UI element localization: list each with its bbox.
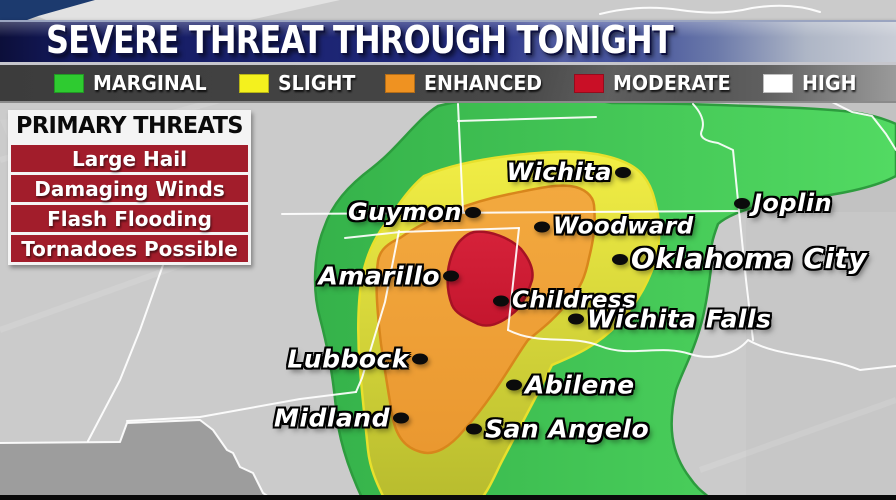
threat-bar: Damaging Winds xyxy=(11,175,248,202)
state-border-co-ks-line xyxy=(457,103,464,213)
threat-bars: Large Hail Damaging Winds Flash Flooding To… xyxy=(11,145,248,262)
legend-item-high: HIGH xyxy=(763,71,859,95)
city-label: Midland xyxy=(274,403,390,433)
city-marker: Wichita Falls xyxy=(568,307,771,332)
bottom-letterbox-bar xyxy=(0,495,896,500)
city-marker: Lubbock xyxy=(287,347,428,372)
city-marker: Childress xyxy=(493,287,637,314)
city-label: Amarillo xyxy=(318,261,440,291)
city-label: Joplin xyxy=(753,189,833,217)
city-dot-icon xyxy=(612,253,628,265)
threat-bar: Flash Flooding xyxy=(11,205,248,232)
state-border-red-river-line xyxy=(507,329,896,371)
city-dot-icon xyxy=(466,423,482,435)
legend-label: HIGH xyxy=(802,71,857,95)
city-label: Guymon xyxy=(347,198,462,226)
legend-swatch-icon xyxy=(763,73,794,93)
city-marker: Midland xyxy=(274,406,409,431)
primary-threats-title: PRIMARY THREATS xyxy=(15,113,244,139)
water-region xyxy=(0,0,95,30)
city-marker: Amarillo xyxy=(319,264,459,289)
city-label: Childress xyxy=(512,287,637,314)
legend-label: MODERATE xyxy=(613,71,731,95)
state-border-mo-river-line xyxy=(827,99,896,151)
state-border-top-strip-river-line xyxy=(599,4,821,15)
state-border-rio-grande-nm-line xyxy=(87,264,164,442)
legend-swatch-icon xyxy=(238,73,269,93)
legend-item-slight: SLIGHT xyxy=(238,71,359,95)
state-border-tx-nm-line xyxy=(355,230,400,393)
legend-label: MARGINAL xyxy=(93,71,207,95)
city-dot-icon xyxy=(465,206,481,218)
mexico-region xyxy=(0,420,273,500)
city-marker: Wichita xyxy=(507,160,631,184)
threat-bar: Large Hail xyxy=(11,145,248,172)
state-border-mo-ok-ar-line xyxy=(738,210,754,341)
threat-bar: Tornadoes Possible xyxy=(11,235,248,262)
legend-swatch-icon xyxy=(574,73,605,93)
state-border-ne-ks-line xyxy=(457,116,597,122)
city-dot-icon xyxy=(443,270,459,282)
city-marker: Oklahoma City xyxy=(612,245,867,273)
state-border-ok-panhandle-south-line xyxy=(344,227,520,239)
city-marker: Woodward xyxy=(534,213,694,240)
legend-swatch-icon xyxy=(54,73,84,93)
legend-item-marginal: MARGINAL xyxy=(54,71,213,95)
state-border-ks-mo-line xyxy=(692,103,740,212)
state-border-tx-100th-meridian-line xyxy=(507,227,520,331)
city-marker: Guymon xyxy=(348,200,481,224)
city-dot-icon xyxy=(534,221,550,233)
city-label: Lubbock xyxy=(287,344,409,374)
city-label: Woodward xyxy=(553,213,694,240)
risk-legend: MARGINAL SLIGHT ENHANCED MODERATE HIGH xyxy=(0,65,896,103)
city-dot-icon xyxy=(393,412,409,424)
city-dot-icon xyxy=(568,313,584,325)
city-dot-icon xyxy=(734,197,750,209)
city-label: Abilene xyxy=(525,370,635,400)
legend-label: ENHANCED xyxy=(424,71,543,95)
city-marker: San Angelo xyxy=(466,417,649,442)
legend-label: SLIGHT xyxy=(277,71,355,95)
city-label: Wichita xyxy=(506,158,612,186)
terrain-streak-2 xyxy=(698,397,896,473)
legend-swatch-icon xyxy=(385,73,415,93)
legend-item-enhanced: ENHANCED xyxy=(385,71,548,95)
title-banner: SEVERE THREAT THROUGH TONIGHT xyxy=(0,18,896,65)
state-border-mexico-border-line xyxy=(0,419,274,500)
city-marker: Joplin xyxy=(734,191,832,215)
city-dot-icon xyxy=(493,295,509,307)
state-border-nm-32n-line xyxy=(126,391,357,422)
city-marker: Abilene xyxy=(506,373,635,398)
city-label: Oklahoma City xyxy=(631,242,868,275)
patch-nw-light-region xyxy=(0,0,340,26)
city-dot-icon xyxy=(615,166,631,178)
city-dot-icon xyxy=(506,379,522,391)
page-title: SEVERE THREAT THROUGH TONIGHT xyxy=(46,18,674,63)
city-label: Wichita Falls xyxy=(587,304,772,334)
primary-threats-box: PRIMARY THREATS Large Hail Damaging Winds… xyxy=(8,110,251,265)
patch-southeast-region xyxy=(746,212,896,500)
legend-item-moderate: MODERATE xyxy=(574,71,737,95)
city-dot-icon xyxy=(412,353,428,365)
city-label: San Angelo xyxy=(485,414,650,444)
state-border-ks-ok-line xyxy=(281,210,740,215)
